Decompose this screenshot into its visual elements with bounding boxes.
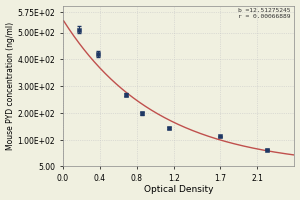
Point bbox=[95, 53, 100, 56]
X-axis label: Optical Density: Optical Density bbox=[144, 185, 213, 194]
Y-axis label: Mouse PYD concentration (ng/ml): Mouse PYD concentration (ng/ml) bbox=[6, 22, 15, 150]
Point bbox=[167, 127, 172, 130]
Point bbox=[218, 135, 223, 138]
Point bbox=[264, 148, 269, 151]
Point bbox=[123, 93, 128, 96]
Text: b =12.51275245
r = 0.00066889: b =12.51275245 r = 0.00066889 bbox=[238, 8, 291, 19]
Point bbox=[139, 112, 144, 115]
Point bbox=[77, 28, 82, 31]
